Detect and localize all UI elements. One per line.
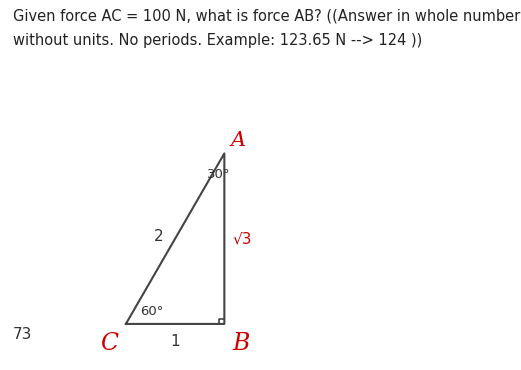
Text: √3: √3 (232, 231, 252, 246)
Text: Given force AC = 100 N, what is force AB? ((Answer in whole numbers only,: Given force AC = 100 N, what is force AB… (13, 9, 521, 24)
Text: 1: 1 (170, 334, 180, 349)
Text: C: C (100, 332, 118, 355)
Text: 73: 73 (13, 327, 32, 343)
Text: A: A (230, 131, 245, 151)
Text: B: B (232, 332, 250, 355)
Text: 2: 2 (154, 229, 163, 244)
Text: without units. No periods. Example: 123.65 N --> 124 )): without units. No periods. Example: 123.… (13, 33, 423, 48)
Text: 30°: 30° (207, 168, 230, 181)
Text: 60°: 60° (140, 305, 163, 318)
